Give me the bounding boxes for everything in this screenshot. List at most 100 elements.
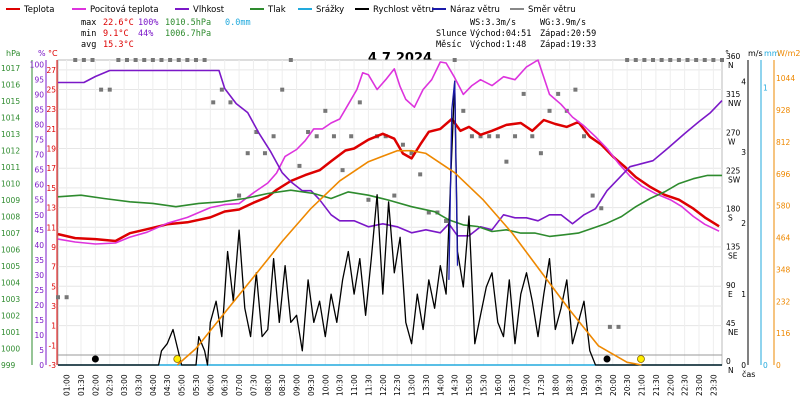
wind-direction-point (478, 134, 483, 139)
wind-direction-point (651, 58, 656, 62)
wind-dir-name: S (728, 214, 733, 223)
solar-tick: 580 (776, 202, 791, 211)
pressure-tick: 1012 (1, 147, 20, 156)
wind-direction-point (720, 58, 724, 62)
pressure-tick: 1006 (1, 246, 20, 255)
wind-direction-point (116, 58, 121, 62)
x-tick-label: 18:00 (551, 374, 560, 396)
axis-unit-wm2: W/m2 (777, 49, 800, 58)
legend-label: Teplota (23, 5, 54, 15)
wind-direction-point (81, 58, 86, 62)
x-tick-label: 21:30 (652, 374, 661, 396)
stats-value: avg (81, 40, 96, 50)
x-tick-label: 13:30 (422, 374, 431, 396)
wind-speed-tick: 1 (741, 290, 746, 299)
wind-direction-point (538, 151, 543, 156)
x-tick-label: 02:30 (106, 374, 115, 396)
legend-label: Vlhkost (193, 5, 225, 15)
wind-direction-point (297, 163, 302, 168)
wind-direction-point (418, 172, 423, 177)
wind-direction-point (211, 100, 216, 105)
wind-direction-point (547, 108, 552, 113)
pressure-tick: 1009 (1, 196, 20, 205)
temp-tick: 21 (46, 125, 56, 134)
series-layer (56, 58, 724, 366)
axis-unit-deg: ° (725, 49, 729, 58)
x-tick-label: 19:30 (594, 374, 603, 396)
wind-direction-point (228, 100, 233, 105)
solar-tick: 928 (776, 106, 791, 115)
x-tick-label: 13:00 (408, 374, 417, 396)
wind-dir-tick: 315 (726, 90, 741, 99)
pressure-tick: 1008 (1, 213, 20, 222)
stats-value: 22.6°C (103, 18, 134, 28)
wind-dir-tick: 360 (726, 52, 741, 61)
wind-direction-point (159, 58, 164, 62)
wind-direction-point (349, 134, 354, 139)
x-tick-label: 02:00 (91, 374, 100, 396)
x-tick-label: 05:00 (178, 374, 187, 396)
x-tick-label: 09:30 (307, 374, 316, 396)
wind-direction-point (400, 142, 405, 147)
wind-direction-point (694, 58, 699, 62)
moon-label: Měsíc (436, 40, 462, 50)
x-tick-label: 07:00 (235, 374, 244, 396)
x-tick-label: 11:30 (364, 374, 373, 396)
x-tick-label: 11:00 (350, 374, 359, 396)
wind-speed-tick: 4 (741, 77, 746, 86)
wind-speed-tick: 0 (741, 361, 746, 370)
temp-tick: -1 (49, 341, 57, 350)
temp-tick: 11 (46, 223, 56, 232)
wind-speed-tick: 2 (741, 219, 746, 228)
sun-marker (173, 355, 182, 363)
wind-direction-point (73, 58, 78, 62)
x-tick-label: 20:00 (609, 374, 618, 396)
x-tick-label: 12:30 (393, 374, 402, 396)
sunset: Západ:20:59 (540, 29, 596, 39)
x-tick-label: 03:00 (120, 374, 129, 396)
wind-dir-name: SE (728, 252, 738, 261)
wind-direction-point (607, 324, 612, 329)
legend-label: Náraz větru (450, 5, 500, 15)
humidity-tick: 75 (34, 136, 44, 145)
x-tick-label: 19:00 (580, 374, 589, 396)
humidity-tick: 60 (34, 181, 44, 190)
humidity-tick: 95 (34, 76, 44, 85)
x-tick-label: 14:30 (451, 374, 460, 396)
rain-tick: 0 (763, 361, 768, 370)
series-line-vlhkost (58, 69, 723, 237)
x-tick-label: 05:30 (192, 374, 201, 396)
wind-direction-point (676, 58, 681, 62)
solar-tick: 0 (776, 361, 781, 370)
wind-direction-point (56, 295, 60, 300)
wind-direction-point (340, 168, 345, 173)
x-tick-label: 17:00 (523, 374, 532, 396)
x-tick-label: 22:30 (681, 374, 690, 396)
x-tick-label: 10:00 (321, 374, 330, 396)
wind-direction-point (668, 58, 673, 62)
temp-tick: 1 (51, 322, 56, 331)
wind-direction-point (461, 108, 466, 113)
pressure-tick: 999 (1, 361, 16, 370)
solar-tick: 232 (776, 297, 791, 306)
wind-dir-name: N (728, 366, 734, 375)
wind-direction-point (150, 58, 155, 62)
legend-label: Pocitová teplota (90, 5, 159, 15)
stats-value: 15.3°C (103, 40, 134, 50)
wind-direction-point (124, 58, 129, 62)
wind-direction-point (590, 193, 595, 198)
wind-direction-point (625, 58, 630, 62)
x-tick-label: 06:30 (221, 374, 230, 396)
wind-speed-tick: 3 (741, 148, 746, 157)
humidity-tick: 15 (34, 316, 44, 325)
wind-direction-point (366, 197, 371, 202)
x-tick-label: 08:00 (264, 374, 273, 396)
wind-gust-info: WG:3.9m/s (540, 18, 586, 28)
legend-label: Směr větru (528, 5, 576, 15)
x-tick-label: 12:00 (379, 374, 388, 396)
wind-direction-point (469, 134, 474, 139)
temp-tick: 25 (46, 86, 56, 95)
sun-label: Slunce (436, 29, 467, 39)
humidity-tick: 90 (34, 91, 44, 100)
wind-direction-point (556, 91, 561, 96)
